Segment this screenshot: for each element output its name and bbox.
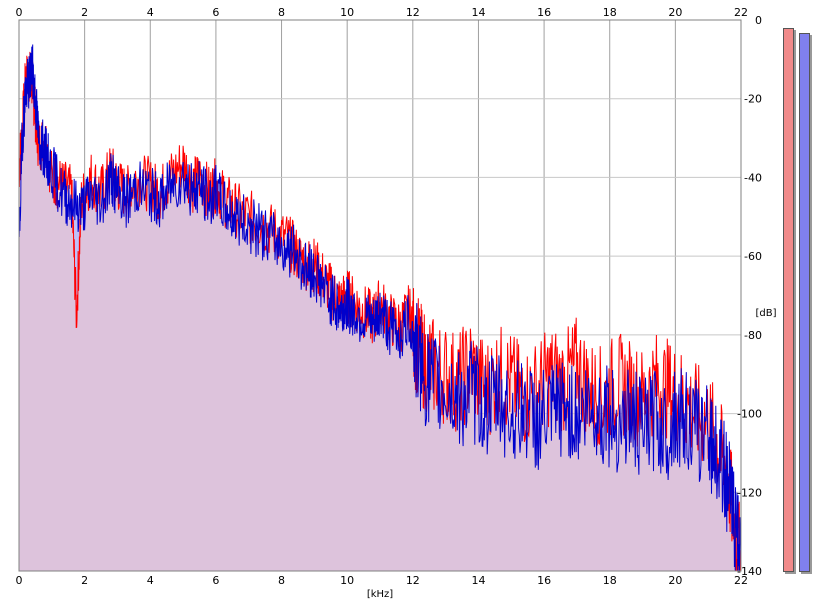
- x-tick-label-bottom: 8: [278, 574, 285, 587]
- x-tick-label-bottom: 6: [212, 574, 219, 587]
- x-tick-label-top: 22: [734, 6, 748, 19]
- level-meter-blue: [799, 33, 810, 572]
- series-layer: [18, 44, 742, 572]
- x-tick-label-top: 12: [406, 6, 420, 19]
- x-tick-label-top: 18: [603, 6, 617, 19]
- series-line-blue: [18, 44, 742, 572]
- x-tick-label-bottom: 16: [537, 574, 551, 587]
- y-tick-label: -100: [737, 408, 762, 421]
- level-meter-red: [783, 28, 794, 572]
- x-tick-label-bottom: 20: [668, 574, 682, 587]
- tick-labels: 002244668810101212141416161818202022220-…: [16, 6, 763, 587]
- x-tick-label-bottom: 12: [406, 574, 420, 587]
- x-tick-label-top: 8: [278, 6, 285, 19]
- x-tick-label-top: 0: [16, 6, 23, 19]
- x-tick-label-bottom: 10: [340, 574, 354, 587]
- x-tick-label-bottom: 14: [471, 574, 485, 587]
- y-tick-label: -140: [737, 565, 762, 578]
- x-tick-label-top: 10: [340, 6, 354, 19]
- y-tick-label: -40: [744, 171, 762, 184]
- x-tick-label-top: 14: [471, 6, 485, 19]
- y-tick-label: -60: [744, 250, 762, 263]
- x-tick-label-bottom: 0: [16, 574, 23, 587]
- x-tick-label-top: 6: [212, 6, 219, 19]
- y-axis-unit-label: [dB]: [755, 308, 776, 319]
- x-tick-label-top: 16: [537, 6, 551, 19]
- x-tick-label-bottom: 22: [734, 574, 748, 587]
- x-tick-label-bottom: 18: [603, 574, 617, 587]
- x-axis-unit-label: [kHz]: [367, 589, 393, 600]
- x-tick-label-top: 20: [668, 6, 682, 19]
- x-tick-label-bottom: 2: [81, 574, 88, 587]
- plot-frame: [18, 19, 742, 572]
- x-tick-label-top: 4: [147, 6, 154, 19]
- x-tick-label-bottom: 4: [147, 574, 154, 587]
- y-tick-label: -20: [744, 93, 762, 106]
- y-tick-label: -80: [744, 329, 762, 342]
- y-tick-label: -120: [737, 486, 762, 499]
- y-tick-label: 0: [755, 14, 762, 27]
- x-tick-label-top: 2: [81, 6, 88, 19]
